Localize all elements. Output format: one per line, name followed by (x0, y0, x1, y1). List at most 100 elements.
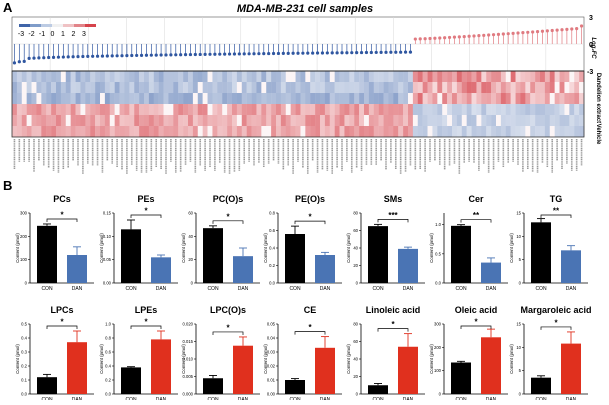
heatmap-cell (310, 104, 316, 115)
heatmap-cell (41, 126, 47, 137)
heatmap-cell (16, 93, 22, 104)
chart-title: LPEs (135, 305, 158, 315)
heatmap-cell (188, 126, 194, 137)
heatmap-cell (354, 115, 360, 126)
heatmap-cell (197, 115, 203, 126)
heatmap-cell (119, 126, 125, 137)
significance-marker: *** (388, 211, 398, 220)
heatmap-cell (456, 71, 462, 82)
heatmap-cell (276, 71, 282, 82)
heatmap-cell (427, 82, 433, 93)
heatmap-cell (129, 93, 135, 104)
heatmap-cell (442, 115, 448, 126)
y-tick-label: 0.2 (21, 364, 27, 369)
heatmap-cell (510, 82, 516, 93)
y-tick-label: 0.005 (183, 374, 194, 379)
heatmap-cell (422, 126, 428, 137)
heatmap-cell (388, 126, 394, 137)
heatmap-cell (432, 126, 438, 137)
heatmap-cell (241, 104, 247, 115)
heatmap-cell (481, 115, 487, 126)
heatmap-cell (412, 104, 418, 115)
y-tick-label: 0.0 (105, 392, 111, 397)
y-tick-label: 0.03 (267, 350, 276, 355)
lollipop-point (17, 60, 21, 64)
heatmap-cell (530, 93, 536, 104)
bar-dan (233, 256, 253, 283)
lollipop-point (311, 51, 315, 55)
heatmap-cell (549, 126, 555, 137)
lollipop-point (208, 52, 212, 56)
heatmap-cell (246, 93, 252, 104)
heatmap-cell (227, 93, 233, 104)
heatmap-cell (505, 126, 511, 137)
heatmap-cell (525, 104, 531, 115)
heatmap-cell (222, 82, 228, 93)
lollipop-point (379, 50, 383, 54)
y-axis-label: Content (pmol) (15, 233, 20, 263)
heatmap-cell (202, 82, 208, 93)
heatmap-cell (232, 93, 238, 104)
heatmap-cell (295, 93, 301, 104)
heatmap-cell (124, 82, 130, 93)
heatmap-cell (222, 126, 228, 137)
colorbar-tick: -3 (18, 31, 24, 38)
heatmap-cell (46, 115, 52, 126)
heatmap-cell (403, 104, 409, 115)
heatmap-cell (36, 93, 42, 104)
heatmap-cell (109, 71, 115, 82)
heatmap-cell (197, 82, 203, 93)
heatmap-cell (183, 93, 189, 104)
heatmap-cell (21, 115, 27, 126)
heatmap-cell (574, 93, 580, 104)
heatmap-cell (285, 93, 291, 104)
lollipop-point (91, 54, 95, 58)
heatmap-cell (65, 93, 71, 104)
heatmap-cell (564, 82, 570, 93)
heatmap-cell (280, 115, 286, 126)
colorbar-segment (52, 24, 63, 27)
lollipop-point (257, 52, 261, 56)
heatmap-cell (359, 126, 365, 137)
chart-title: PC(O)s (213, 194, 244, 204)
lollipop-point (267, 51, 271, 56)
heatmap-cell (461, 115, 467, 126)
heatmap-cell (51, 115, 57, 126)
heatmap-cell (354, 93, 360, 104)
heatmap-cell (75, 126, 81, 137)
heatmap-cell (285, 82, 291, 93)
lollipop-point (237, 52, 241, 56)
x-tick-label: CON (41, 286, 53, 292)
heatmap-cell (368, 82, 374, 93)
heatmap-cell (280, 104, 286, 115)
heatmap-cell (46, 126, 52, 137)
heatmap-cell (158, 104, 164, 115)
x-tick-label: DAN (486, 286, 497, 292)
heatmap-cell (466, 104, 472, 115)
heatmap-cell (207, 126, 213, 137)
heatmap-cell (320, 82, 326, 93)
heatmap-cell (192, 93, 198, 104)
lollipop-point (120, 54, 124, 58)
chart-title: LPC(O)s (210, 305, 246, 315)
heatmap-cell (500, 71, 506, 82)
log2fc-tick-bottom: -3 (587, 69, 593, 76)
lollipop-point (42, 56, 46, 60)
significance-bracket (46, 325, 78, 329)
lollipop-point (369, 50, 373, 55)
heatmap-cell (271, 115, 277, 126)
heatmap-cell (232, 104, 238, 115)
heatmap-cell (124, 115, 130, 126)
heatmap-cell (525, 115, 531, 126)
lollipop-point (164, 53, 168, 57)
y-tick-label: 0.01 (267, 378, 276, 383)
heatmap-cell (95, 71, 101, 82)
heatmap-cell (461, 126, 467, 137)
heatmap-cell (383, 82, 389, 93)
heatmap-cell (153, 71, 159, 82)
heatmap-cell (344, 104, 350, 115)
heatmap-cell (271, 104, 277, 115)
significance-marker: * (226, 212, 230, 221)
heatmap-cell (466, 93, 472, 104)
